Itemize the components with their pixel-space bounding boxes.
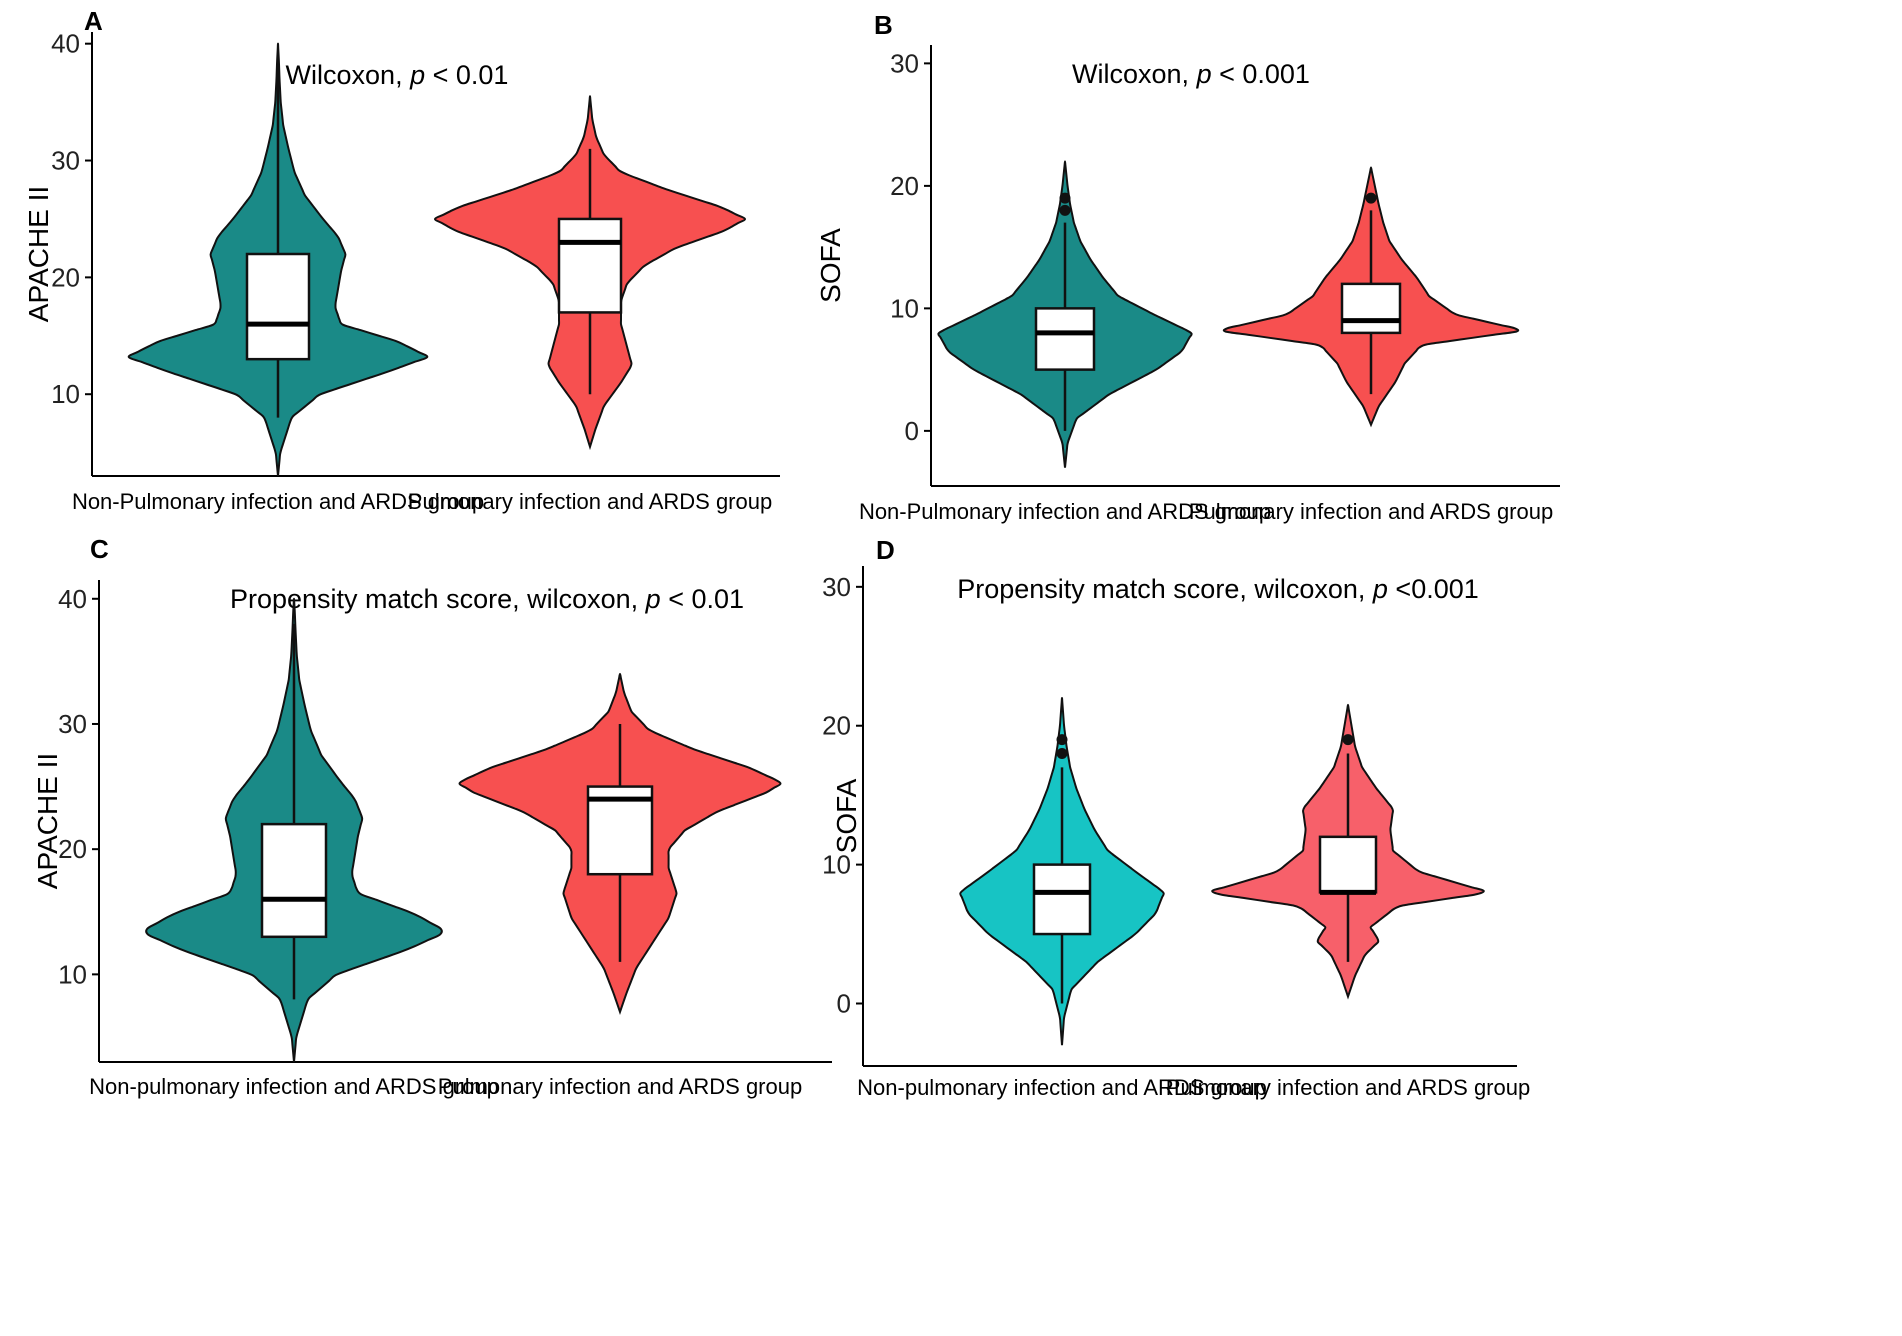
panel-b: B 0 10 20 30 SOFA Wilcoxon, p < 0.001 Non-Pulmo… <box>815 0 1902 655</box>
panel-letter: B <box>874 10 893 40</box>
panel-b-group: B 0 10 20 30 SOFA Wilcoxon, p < 0.001 Non-Pulmo… <box>815 10 1560 524</box>
x-category-label: Pulmonary infection and ARDS group <box>1189 499 1553 524</box>
y-tick-label: 10 <box>58 959 87 989</box>
panel-letter: A <box>84 6 103 36</box>
panel-letter: D <box>876 535 895 565</box>
x-category-label: Non-pulmonary infection and ARDS group <box>857 1075 1267 1100</box>
x-category-label: Non-Pulmonary infection and ARDS group <box>72 489 484 514</box>
y-axis-title: SOFA <box>831 778 862 853</box>
panel-b-svg: B 0 10 20 30 SOFA Wilcoxon, p < 0.001 Non-Pulmo… <box>815 10 1560 524</box>
annotation-p: p <box>1372 574 1388 604</box>
y-axis-title: SOFA <box>815 228 846 303</box>
panel-d-svg: D 0 10 20 30 SOFA Propensity match score, wilc… <box>822 535 1530 1100</box>
annotation-p: p <box>1196 59 1212 89</box>
box-iqr <box>245 252 311 361</box>
x-category-label: Non-pulmonary infection and ARDS group <box>89 1074 499 1099</box>
y-tick-label: 20 <box>51 262 80 292</box>
y-tick-label: 30 <box>51 146 80 176</box>
annotation-p: p <box>409 60 425 90</box>
wilcoxon-annotation: Wilcoxon, p < 0.001 <box>1072 59 1310 89</box>
annotation-prefix: Propensity match score, wilcoxon, <box>957 574 1373 604</box>
panel-a-group: A 10 20 30 40 APACHE II Wilcoxon, p < 0.01 Non-… <box>23 6 780 514</box>
box-iqr <box>1340 282 1402 335</box>
box-iqr <box>557 217 623 314</box>
panel-c: C 10 20 30 40 APACHE II Propensity match score… <box>0 534 951 1336</box>
annotation-suffix: < 0.001 <box>1212 59 1310 89</box>
annotation-suffix: < 0.01 <box>425 60 508 90</box>
panel-letter: C <box>90 534 109 564</box>
wilcoxon-annotation: Wilcoxon, p < 0.01 <box>286 60 509 90</box>
panel-d-group: D 0 10 20 30 SOFA Propensity match score, wilc… <box>822 535 1530 1100</box>
y-tick-label: 20 <box>822 711 851 741</box>
y-tick-label: 20 <box>890 171 919 201</box>
y-tick-label: 10 <box>822 850 851 880</box>
y-tick-label: 0 <box>837 989 851 1019</box>
y-tick-label: 10 <box>890 293 919 323</box>
box-iqr <box>260 822 328 939</box>
annotation-suffix: <0.001 <box>1388 574 1479 604</box>
x-category-label: Pulmonary infection and ARDS group <box>438 1074 802 1099</box>
outlier-point <box>1365 192 1377 204</box>
y-tick-label: 40 <box>51 29 80 59</box>
box-iqr <box>1032 863 1092 936</box>
y-tick-label: 30 <box>822 572 851 602</box>
y-tick-label: 0 <box>905 416 919 446</box>
box-iqr <box>1318 835 1378 894</box>
outlier-point <box>1059 204 1071 216</box>
annotation-prefix: Propensity match score, wilcoxon, <box>230 584 646 614</box>
outlier-point <box>1059 192 1071 204</box>
panel-a: A 10 20 30 40 APACHE II Wilcoxon, p < 0.01 Non-… <box>0 0 951 655</box>
annotation-prefix: Wilcoxon, <box>1072 59 1197 89</box>
x-category-label: Pulmonary infection and ARDS group <box>1166 1075 1530 1100</box>
outlier-point <box>1056 748 1068 759</box>
box-iqr <box>1034 307 1096 371</box>
wilcoxon-annotation: Propensity match score, wilcoxon, p < 0.… <box>230 584 744 614</box>
annotation-prefix: Wilcoxon, <box>286 60 411 90</box>
y-axis-title: APACHE II <box>23 186 54 322</box>
y-tick-label: 30 <box>58 709 87 739</box>
y-tick-label: 10 <box>51 379 80 409</box>
panel-a-svg: A 10 20 30 40 APACHE II Wilcoxon, p < 0.01 Non-… <box>23 6 780 514</box>
y-tick-label: 30 <box>890 48 919 78</box>
outlier-point <box>1342 734 1354 746</box>
x-category-label: Non-Pulmonary infection and ARDS group <box>859 499 1271 524</box>
annotation-p: p <box>645 584 661 614</box>
annotation-suffix: < 0.01 <box>661 584 744 614</box>
panel-d: D 0 10 20 30 SOFA Propensity match score, wilc… <box>822 535 1902 1336</box>
wilcoxon-annotation: Propensity match score, wilcoxon, p <0.0… <box>957 574 1479 604</box>
y-tick-label: 20 <box>58 834 87 864</box>
y-axis-title: APACHE II <box>32 753 63 889</box>
outlier-point <box>1056 734 1068 746</box>
x-category-label: Pulmonary infection and ARDS group <box>408 489 772 514</box>
y-tick-label: 40 <box>58 584 87 614</box>
panel-c-group: C 10 20 30 40 APACHE II Propensity match score… <box>32 534 832 1099</box>
panel-c-svg: C 10 20 30 40 APACHE II Propensity match score… <box>32 534 832 1099</box>
